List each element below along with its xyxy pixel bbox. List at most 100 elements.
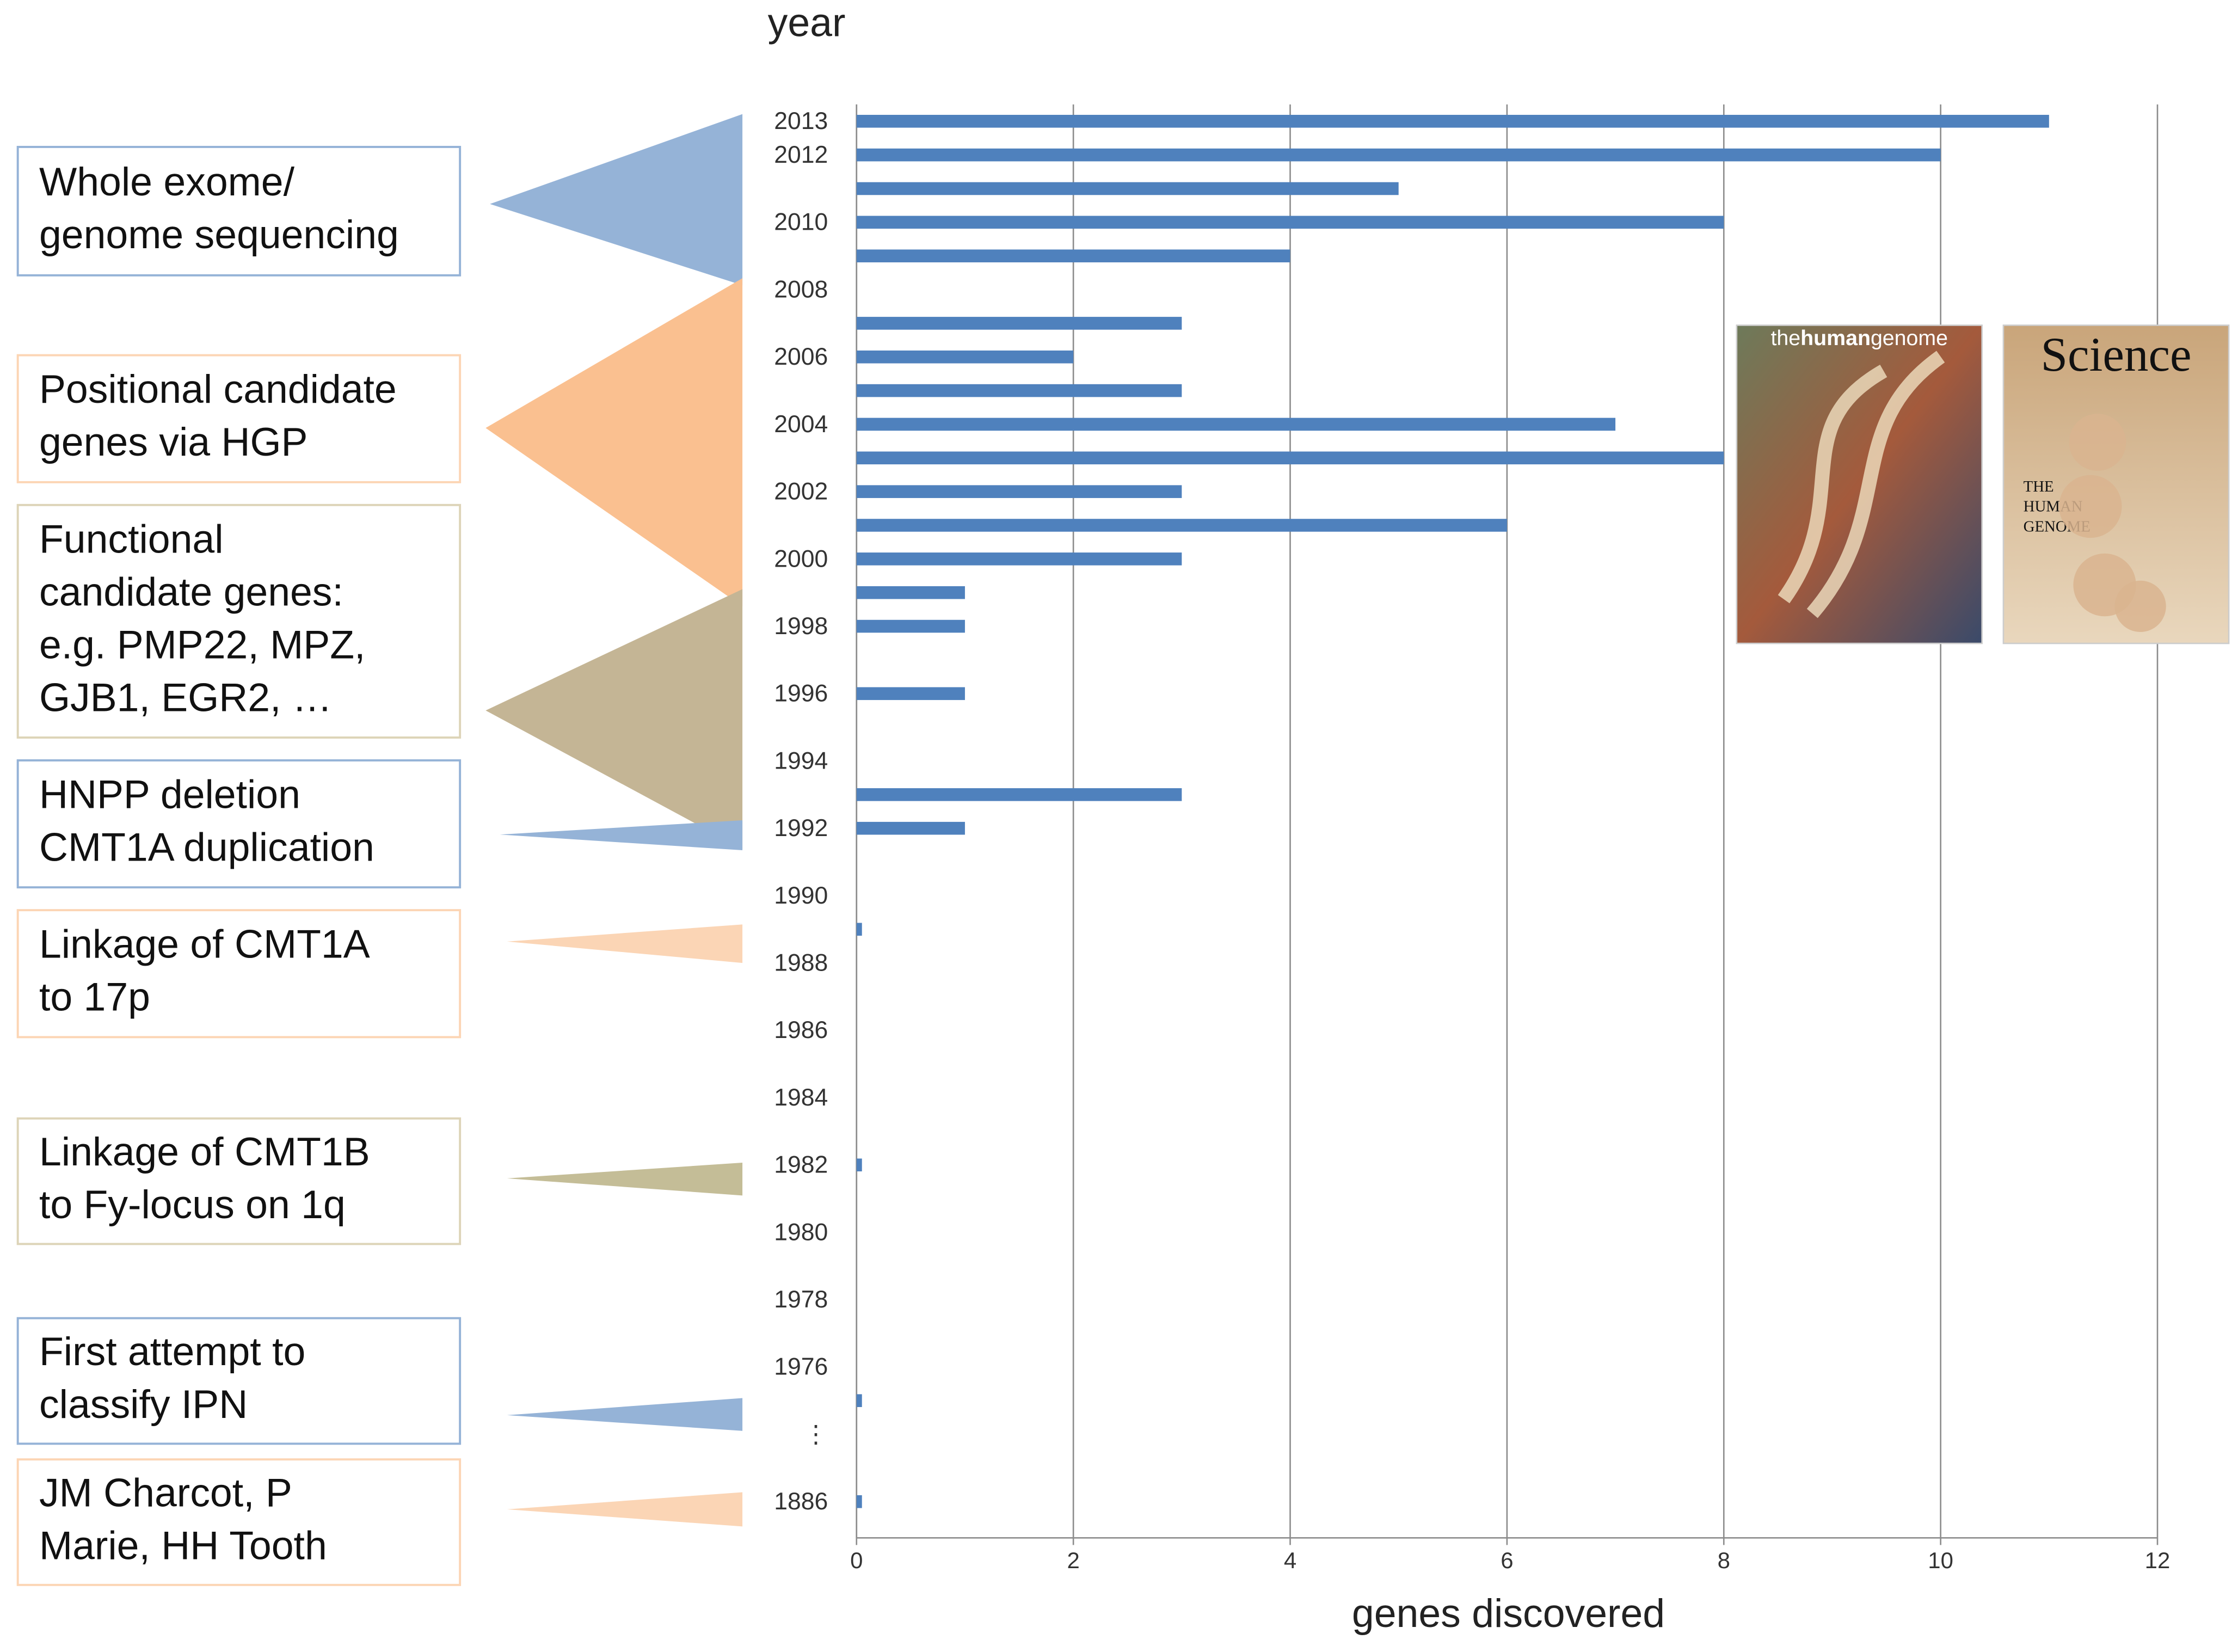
bar [856,451,1724,465]
wedge [485,278,743,606]
y-tick-label: 1980 [774,1219,828,1245]
bar [856,216,1724,229]
cover-face [2114,580,2166,632]
annotation-text: classify IPN [39,1382,248,1427]
bar [856,552,1182,566]
bar [856,1394,862,1407]
y-tick-label: 1982 [774,1152,828,1178]
annotation-text: to 17p [39,975,150,1020]
annotation-text: genome sequencing [39,212,399,257]
y-tick-label: 1978 [774,1286,828,1313]
bar [856,384,1182,397]
bar [856,148,1941,162]
bar [856,1495,862,1508]
cover-title-part: the [1771,326,1801,350]
cover-title-part: genome [1871,326,1948,350]
annotation-text: HNPP deletion [39,772,300,816]
y-tick-label: 2012 [774,142,828,168]
y-tick-label: 1886 [774,1488,828,1515]
annotation-text: GJB1, EGR2, … [39,675,332,720]
bar [856,182,1399,195]
bar [856,586,965,599]
annotation-text: genes via HGP [39,420,308,464]
annotation-text: Marie, HH Tooth [39,1523,327,1568]
annotation-box [16,1317,462,1445]
bar [856,249,1290,262]
annotation-text: e.g. PMP22, MPZ, [39,622,365,667]
bar [856,317,1182,330]
annotation-text: Linkage of CMT1A [39,922,370,967]
annotation-text: Whole exome/ [39,159,295,204]
y-tick-label: 2013 [774,108,828,134]
wedge [500,820,743,851]
y-tick-label: 1992 [774,815,828,842]
annotation-box [16,1458,462,1586]
annotation-box [16,909,462,1039]
bar [856,519,1507,532]
annotation-text: CMT1A duplication [39,825,374,869]
x-tick-label: 6 [1501,1547,1513,1573]
annotation-text: candidate genes: [39,569,343,614]
bar [856,788,1182,801]
bar [856,114,2049,128]
cover-face [2059,475,2122,538]
annotation-text: JM Charcot, P [39,1470,292,1515]
y-tick-label: 1984 [774,1084,828,1111]
bar [856,687,965,701]
bar [856,821,965,835]
annotation-text: Linkage of CMT1B [39,1129,370,1174]
bar [856,923,862,936]
annotation-box [16,1117,462,1245]
y-tick-label: 1976 [774,1354,828,1380]
wedge [507,924,743,963]
cover-image [1736,324,1983,644]
cover-title: Science [2040,328,2191,382]
bar [856,1158,862,1172]
x-tick-label: 8 [1718,1547,1730,1573]
annotation-text: Positional candidate [39,367,397,412]
y-tick-label: 2000 [774,545,828,572]
cover-subtitle: THE [2024,478,2054,495]
annotation-box [16,354,462,483]
bar [856,417,1616,431]
y-tick-label: 2008 [774,276,828,303]
cover-helix [1778,351,1945,618]
annotation-box [16,145,462,277]
wedge [507,1492,743,1527]
y-axis-label: year [768,1,846,45]
annotation-text: Functional [39,517,224,561]
x-tick-label: 0 [850,1547,863,1573]
y-tick-label: 1998 [774,613,828,640]
annotation-text: First attempt to [39,1329,305,1374]
wedge [485,589,743,849]
annotation-box [16,503,462,739]
bar [856,485,1182,498]
cover-face [2069,414,2126,471]
x-tick-label: 4 [1284,1547,1296,1573]
y-tick-label: 2004 [774,411,828,438]
annotation-text: to Fy-locus on 1q [39,1182,346,1227]
y-tick-label: 1988 [774,949,828,976]
cover-title: thehumangenome [1771,326,1948,350]
x-axis-label: genes discovered [1352,1591,1665,1636]
y-tick-label: 1994 [774,747,828,774]
wedge [507,1398,743,1431]
wedge [507,1163,743,1196]
y-tick-label: 2006 [774,343,828,370]
y-tick-label: 1986 [774,1017,828,1043]
y-tick-label: 1990 [774,882,828,909]
x-tick-label: 12 [2145,1547,2171,1573]
y-tick-label: 2002 [774,478,828,505]
wedge [490,114,743,286]
annotation-box [16,759,462,889]
y-tick-label: 2010 [774,209,828,236]
bar [856,619,965,633]
bar [856,350,1074,364]
x-tick-label: 2 [1067,1547,1079,1573]
y-tick-label: 1996 [774,680,828,707]
y-tick-label: ⋮ [804,1421,828,1447]
cover-title-part: human [1800,326,1871,350]
x-tick-label: 10 [1928,1547,1953,1573]
